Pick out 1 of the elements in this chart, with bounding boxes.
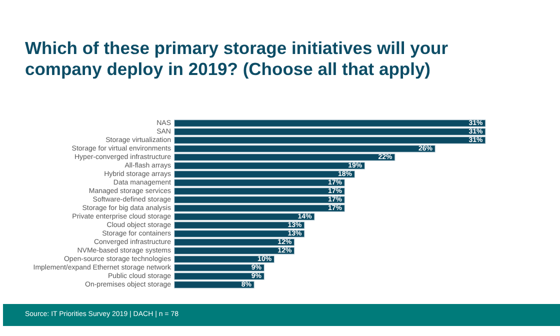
chart-title: Which of these primary storage initiatives will your company deploy in 2019? (Choose all that apply) — [25, 38, 450, 80]
